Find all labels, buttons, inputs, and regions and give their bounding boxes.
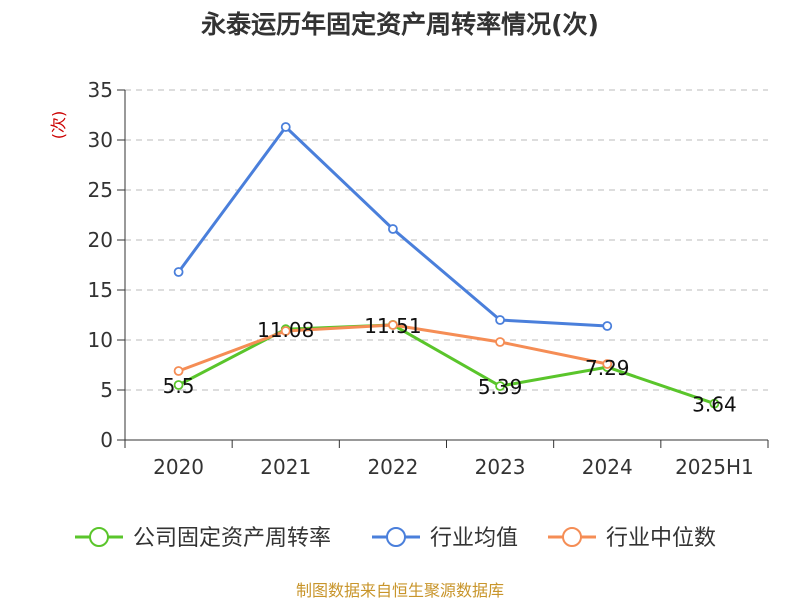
data-point bbox=[709, 398, 720, 409]
data-point bbox=[173, 366, 184, 376]
data-label: 11.51 bbox=[364, 314, 421, 338]
legend-item: 公司固定资产周转率 bbox=[75, 526, 331, 551]
data-labels: 5.5 11.08 11.51 5.39 7.29 3.64 bbox=[163, 314, 737, 417]
legend-item: 行业中位数 bbox=[548, 526, 716, 551]
y-tick-label: 20 bbox=[88, 228, 113, 252]
series-1 bbox=[173, 122, 613, 331]
y-tick-label: 10 bbox=[88, 328, 113, 352]
data-label: 5.39 bbox=[478, 375, 523, 399]
data-label: 11.08 bbox=[257, 318, 314, 342]
y-tick-label: 0 bbox=[100, 428, 113, 452]
data-point bbox=[495, 381, 505, 392]
data-point bbox=[388, 224, 398, 234]
x-tick-label: 2025H1 bbox=[675, 455, 754, 479]
legend: 公司固定资产周转率 行业均值 行业中位数 bbox=[75, 526, 716, 551]
data-point bbox=[495, 337, 505, 347]
y-axis-label: (次) bbox=[49, 111, 68, 140]
legend-swatch-marker bbox=[89, 527, 109, 547]
source-note: 制图数据来自恒生聚源数据库 bbox=[296, 581, 504, 600]
data-point bbox=[602, 359, 613, 369]
data-point bbox=[602, 321, 613, 331]
series-2 bbox=[173, 320, 613, 376]
data-label: 5.5 bbox=[163, 374, 195, 398]
x-tick-label: 2020 bbox=[153, 455, 204, 479]
data-label: 7.29 bbox=[585, 356, 630, 380]
axes: 0 5 10 15 20 25 30 35 2020 2021 2022 2023 2024 2025H1 bbox=[88, 78, 769, 479]
data-point bbox=[173, 267, 184, 277]
x-tick-label: 2022 bbox=[367, 455, 418, 479]
legend-swatch-marker bbox=[386, 527, 406, 547]
y-tick-label: 5 bbox=[100, 378, 113, 402]
x-tick-label: 2023 bbox=[475, 455, 526, 479]
data-point bbox=[495, 315, 505, 325]
legend-label: 公司固定资产周转率 bbox=[133, 526, 331, 551]
data-label: 3.64 bbox=[692, 393, 737, 417]
x-tick-label: 2021 bbox=[260, 455, 311, 479]
grid-lines bbox=[125, 89, 768, 391]
legend-label: 行业中位数 bbox=[606, 526, 716, 551]
data-point bbox=[280, 326, 291, 336]
data-point bbox=[280, 122, 291, 132]
data-point bbox=[173, 380, 184, 390]
x-tick-label: 2024 bbox=[582, 455, 633, 479]
y-tick-label: 25 bbox=[88, 178, 113, 202]
data-point bbox=[388, 320, 398, 330]
y-tick-label: 30 bbox=[88, 128, 113, 152]
y-tick-label: 15 bbox=[88, 278, 113, 302]
y-tick-label: 35 bbox=[88, 78, 113, 102]
legend-label: 行业均值 bbox=[430, 526, 518, 551]
series bbox=[173, 122, 720, 409]
legend-swatch-marker bbox=[562, 527, 582, 547]
legend-item: 行业均值 bbox=[372, 526, 518, 551]
chart-title: 永泰运历年固定资产周转率情况(次) bbox=[201, 10, 599, 39]
